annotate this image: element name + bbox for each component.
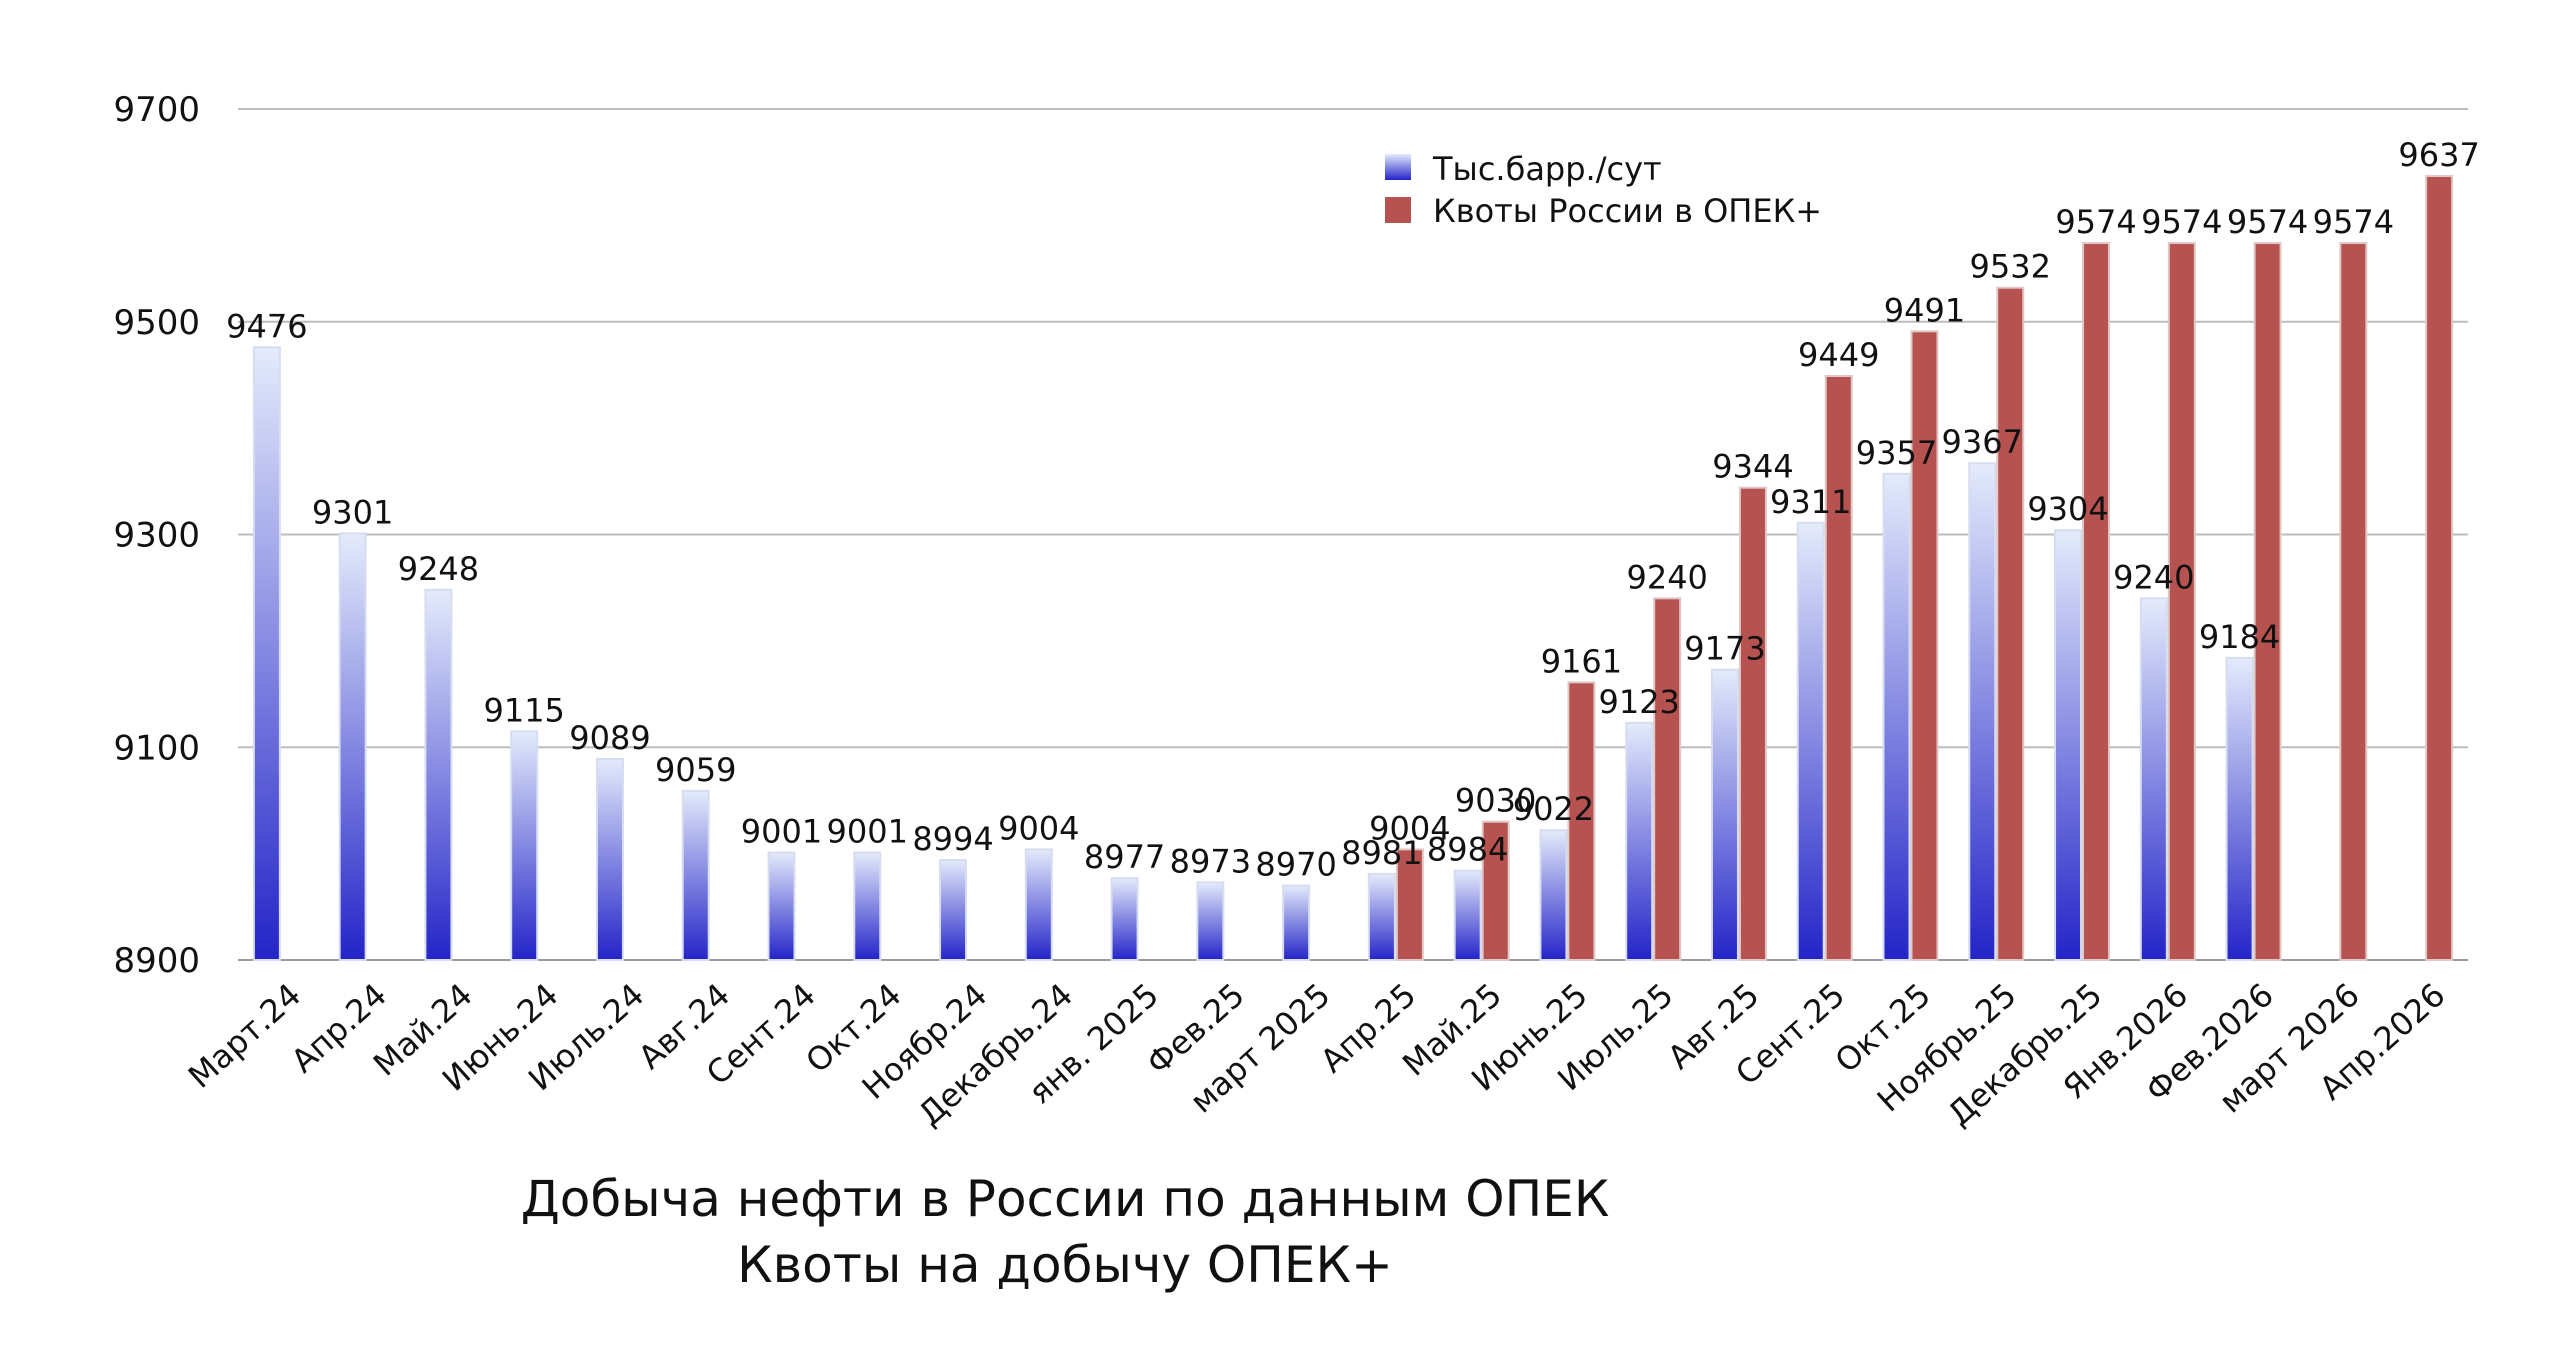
data-label-quota: 9344 [1712,448,1793,486]
bar-production [853,851,882,962]
data-label-quota: 9004 [1369,809,1450,847]
bar-quota [1824,375,1853,962]
x-axis-ticks: Март.24Апр.24Май.24Июнь.24Июль.24Авг.24С… [181,976,2453,1134]
bar-production [252,346,281,961]
data-label-production: 8970 [1255,846,1336,884]
data-label-production: 9184 [2199,618,2280,656]
legend-swatch-production [1385,154,1411,180]
data-label-production: 9001 [827,813,908,851]
data-label-production: 8984 [1427,831,1508,869]
bar-production [1024,848,1053,961]
data-label-production: 9115 [483,691,564,729]
bar-production [939,859,968,962]
bar-production [338,532,367,962]
data-label-production: 9022 [1513,790,1594,828]
data-label-production: 9173 [1684,630,1765,668]
data-label-production: 9001 [741,813,822,851]
bar-production [1625,721,1654,961]
data-label-quota: 9637 [2398,136,2479,174]
y-tick-label: 9500 [113,303,200,343]
data-label-production: 9248 [398,550,479,588]
bar-production [2225,656,2254,962]
y-axis-ticks: 8900 9100 9300 9500 9700 [113,90,200,981]
bar-quota [1481,820,1510,962]
data-label-quota: 9491 [1884,291,1965,329]
data-label-quota: 9574 [2313,203,2394,241]
bar-production [1539,829,1568,961]
data-label-production: 9367 [1942,423,2023,461]
bar-production [1710,668,1739,961]
data-label-production: 8977 [1084,838,1165,876]
bar-quota [2253,242,2282,962]
legend-label-production: Тыс.барр./сут [1432,150,1662,188]
data-label-quota: 9574 [2141,203,2222,241]
data-label-production: 9476 [226,307,307,345]
chart-titles: Добыча нефти в России по данным ОПЕК Кво… [521,1170,1610,1294]
chart-subtitle: Квоты на добычу ОПЕК+ [737,1236,1393,1294]
bar-production [1110,877,1139,961]
bar-quota [1567,681,1596,962]
bar-production [1367,872,1396,961]
data-label-quota: 9240 [1626,558,1707,596]
data-label-quota: 9030 [1455,782,1536,820]
bar-quota [1910,330,1939,962]
data-label-production: 8973 [1170,842,1251,880]
bar-quota [1738,486,1767,961]
bar-quota [1996,286,2025,961]
y-tick-label: 9300 [113,516,200,556]
data-label-production: 9089 [569,719,650,757]
data-label-production: 9240 [2113,558,2194,596]
data-label-quota: 9532 [1970,248,2051,286]
data-label-production: 8981 [1341,834,1422,872]
chart-title: Добыча нефти в России по данным ОПЕК [521,1170,1610,1228]
bar-production [1882,472,1911,961]
data-label-quota: 9574 [2055,203,2136,241]
y-tick-label: 8900 [113,941,200,981]
data-label-quota: 9449 [1798,336,1879,374]
bar-quota [2082,242,2111,962]
data-label-quota: 9574 [2227,203,2308,241]
data-label-production: 9123 [1598,683,1679,721]
y-tick-label: 9100 [113,728,200,768]
legend-swatch-quota [1385,197,1411,223]
bar-production [1968,462,1997,961]
bar-quota [1653,597,1682,961]
data-label-production: 9004 [998,809,1079,847]
bar-production [2054,529,2083,961]
bar-production [1196,881,1225,961]
bar-production [1796,521,1825,962]
data-label-production: 9311 [1770,483,1851,521]
bars [252,175,2454,962]
bar-production [1453,869,1482,962]
bar-production [510,730,539,962]
bar-quota [2339,242,2368,962]
bar-production [424,588,453,961]
legend: Тыс.барр./сут Квоты России в ОПЕК+ [1385,150,1822,230]
data-label-production: 9059 [655,751,736,789]
bar-production [2139,597,2168,961]
data-label-production: 8994 [912,820,993,858]
bar-production [767,851,796,962]
data-label-production: 9357 [1856,434,1937,472]
bar-production [681,789,710,962]
bar-production [595,757,624,961]
bar-quota [2425,175,2454,962]
bar-production [1282,884,1311,961]
x-tick-label: Март.24 [181,976,308,1096]
data-label-production: 9301 [312,493,393,531]
bar-quota [1395,848,1424,961]
data-label-quota: 9161 [1541,642,1622,680]
data-label-production: 9304 [2027,490,2108,528]
y-tick-label: 9700 [113,90,200,130]
bar-quota [2167,242,2196,962]
legend-label-quota: Квоты России в ОПЕК+ [1433,192,1822,230]
